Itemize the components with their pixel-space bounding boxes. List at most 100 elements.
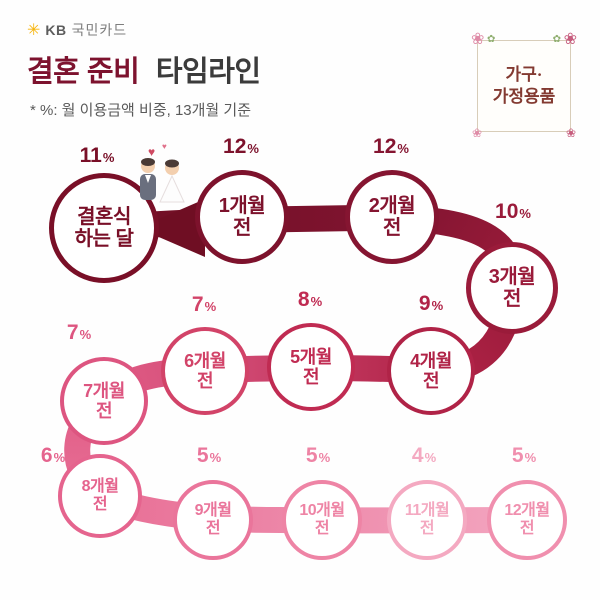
- groom-suit: [140, 174, 156, 200]
- percent-value: 10: [495, 200, 519, 223]
- timeline-circle: 6개월 전: [161, 327, 249, 415]
- category-badge: ❀ ✿ ❀ ✿ ❀ ❀ 가구· 가정용품: [471, 32, 577, 140]
- timeline-circle: 2개월 전: [345, 170, 439, 264]
- title-highlight: 결혼 준비: [27, 56, 140, 88]
- bride-dress: [159, 174, 185, 203]
- timeline-circle-label: 7개월: [83, 380, 125, 401]
- timeline-circle-label: 전: [383, 217, 401, 239]
- ribbon-arrow-icon: [138, 199, 205, 257]
- kb-logo-name: 국민카드: [71, 22, 128, 38]
- percent-value: 12: [373, 135, 397, 158]
- kb-logo: ✳ KB 국민카드: [27, 20, 127, 40]
- percent-sign: %: [318, 450, 331, 465]
- timeline-circle-label: 전: [205, 520, 221, 537]
- percent-value: 11: [79, 144, 102, 167]
- kb-logo-kb: KB: [45, 22, 67, 38]
- title-rest: 타임라인: [155, 56, 261, 88]
- timeline-circle-label: 전: [302, 367, 320, 387]
- percent-value: 4: [411, 444, 424, 467]
- timeline-circle: 4개월 전: [387, 327, 475, 415]
- percent-value: 12: [223, 135, 247, 158]
- percent-label: 8%: [298, 288, 322, 312]
- timeline-circle-label: 1개월: [218, 194, 266, 217]
- timeline-circle-label: 전: [422, 371, 440, 391]
- timeline-circle-label: 전: [233, 217, 251, 239]
- category-badge-text: 가구· 가정용품: [493, 64, 556, 108]
- flower-icon: ❀: [563, 31, 577, 48]
- timeline-circle: 7개월 전: [60, 357, 148, 445]
- bride-groom-illustration: ♥ ♥: [140, 142, 185, 203]
- percent-value: 9: [418, 292, 431, 315]
- timeline-circle: 1개월 전: [195, 170, 289, 264]
- percent-label: 5%: [306, 444, 330, 468]
- percent-sign: %: [431, 298, 444, 313]
- timeline-circle: 12개월 전: [487, 480, 567, 560]
- timeline-circle-label: 하는 달: [74, 228, 134, 250]
- timeline-circle-label: 전: [95, 401, 113, 421]
- percent-label: 4%: [412, 444, 436, 468]
- percent-value: 5: [511, 444, 524, 467]
- percent-value: 6: [40, 444, 53, 467]
- percent-value: 7: [66, 321, 79, 344]
- timeline-circle-label: 결혼식: [77, 205, 131, 228]
- category-badge-line1: 가구·: [505, 64, 543, 84]
- groom-shirt: [145, 175, 151, 183]
- flower-icon: ❀: [471, 31, 485, 48]
- timeline-circle-label: 6개월: [184, 350, 226, 371]
- page-title: 결혼 준비 타임라인: [27, 48, 261, 90]
- timeline-circle-label: 전: [419, 520, 435, 537]
- timeline-circle-label: 4개월: [410, 350, 452, 371]
- percent-sign: %: [209, 450, 222, 465]
- percent-label: 9%: [419, 292, 443, 316]
- timeline-circle: 11개월 전: [387, 480, 467, 560]
- percent-label: 5%: [197, 444, 221, 468]
- timeline-circle-label: 전: [519, 520, 535, 537]
- percent-sign: %: [519, 206, 531, 221]
- percent-label: 7%: [192, 293, 216, 317]
- timeline-circle: 8개월 전: [58, 454, 142, 538]
- timeline-circle-label: 전: [314, 520, 330, 537]
- timeline-circle-label: 10개월: [299, 502, 345, 520]
- percent-label: 7%: [67, 321, 91, 345]
- heart-icon: ♥: [148, 145, 155, 159]
- timeline-circle-label: 5개월: [290, 346, 332, 367]
- flower-icon: ❀: [472, 126, 483, 140]
- percent-sign: %: [424, 450, 437, 465]
- timeline-circle-label: 3개월: [488, 265, 536, 288]
- heart-icon: ♥: [162, 142, 167, 151]
- percent-label: 12%: [373, 135, 409, 159]
- flower-icon: ✿: [487, 34, 496, 45]
- timeline-circle: 5개월 전: [267, 323, 355, 411]
- kb-star-icon: ✳: [27, 22, 41, 39]
- percent-label: 5%: [512, 444, 536, 468]
- timeline-circle-label: 11개월: [404, 502, 450, 520]
- percent-sign: %: [310, 294, 323, 309]
- timeline-circle-label: 12개월: [504, 502, 550, 520]
- timeline-circle: 3개월 전: [466, 242, 558, 334]
- flower-icon: ✿: [552, 34, 561, 45]
- timeline-circle-label: 8개월: [81, 478, 119, 496]
- percent-sign: %: [397, 141, 409, 156]
- percent-value: 7: [191, 293, 204, 316]
- percent-sign: %: [53, 450, 66, 465]
- percent-label: 6%: [41, 444, 65, 468]
- percent-value: 8: [297, 288, 310, 311]
- timeline-circle-label: 전: [503, 288, 521, 310]
- percent-value: 5: [196, 444, 209, 467]
- subtitle-note: * %: 월 이용금액 비중, 13개월 기준: [30, 102, 252, 119]
- category-badge-line2: 가정용품: [492, 87, 556, 106]
- bride-hair: [165, 159, 179, 168]
- percent-sign: %: [204, 299, 217, 314]
- percent-value: 5: [305, 444, 318, 467]
- timeline-circle-label: 전: [196, 371, 214, 391]
- percent-label: 12%: [223, 135, 259, 159]
- timeline-circle: 10개월 전: [282, 480, 362, 560]
- percent-sign: %: [247, 141, 259, 156]
- groom-hair: [141, 158, 155, 166]
- timeline-circle-label: 전: [92, 496, 108, 513]
- percent-label: 11%: [80, 144, 115, 168]
- timeline-circle-label: 9개월: [194, 502, 232, 520]
- percent-sign: %: [79, 327, 92, 342]
- timeline-circle-label: 2개월: [368, 194, 416, 217]
